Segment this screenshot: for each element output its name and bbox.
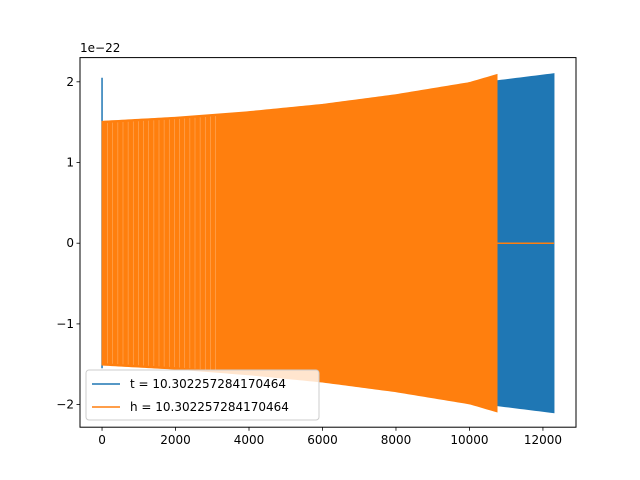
legend: t = 10.302257284170464 h = 10.3022572841… (85, 369, 320, 421)
x-tick-label: 6000 (307, 433, 338, 447)
axes-frame (79, 57, 577, 428)
legend-label-series-0: t = 10.302257284170464 (130, 377, 286, 391)
x-tick-label: 0 (98, 433, 106, 447)
y-axis: −2 −1 0 1 2 (56, 75, 80, 412)
y-tick-label: −1 (56, 317, 74, 331)
x-tick-label: 2000 (160, 433, 191, 447)
x-tick-label: 4000 (234, 433, 265, 447)
x-tick-label: 12000 (524, 433, 562, 447)
x-tick-label: 10000 (450, 433, 488, 447)
legend-box (85, 369, 320, 421)
plot-area (101, 73, 555, 414)
y-tick-label: −2 (56, 398, 74, 412)
series-1-waveform (101, 73, 498, 413)
series-1 (101, 73, 554, 413)
x-tick-label: 8000 (381, 433, 412, 447)
y-tick-label: 2 (66, 75, 74, 89)
x-axis: 0 2000 4000 6000 8000 10000 12000 (98, 427, 562, 447)
legend-label-series-1: h = 10.302257284170464 (130, 400, 289, 414)
y-tick-label: 0 (66, 236, 74, 250)
y-scale-label: 1e−22 (80, 41, 120, 55)
y-tick-label: 1 (66, 156, 74, 170)
